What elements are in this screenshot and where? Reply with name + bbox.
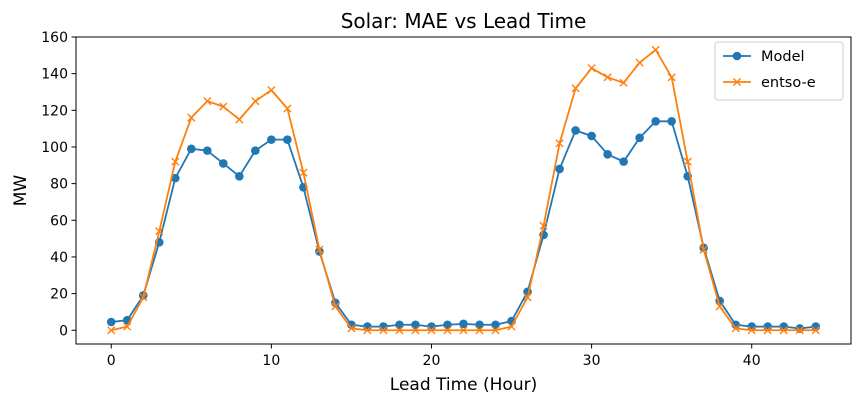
data-point-model bbox=[619, 157, 628, 166]
data-point-model bbox=[555, 164, 564, 174]
y-tick-label: 80 bbox=[50, 177, 68, 193]
data-point-model bbox=[667, 117, 676, 126]
y-tick-label: 100 bbox=[41, 140, 68, 156]
chart-title: Solar: MAE vs Lead Time bbox=[341, 9, 587, 33]
y-tick-label: 60 bbox=[50, 213, 68, 229]
x-tick-label: 30 bbox=[583, 353, 601, 369]
data-point-entso-e bbox=[331, 302, 340, 311]
data-point-entso-e bbox=[379, 326, 388, 335]
data-point-entso-e bbox=[731, 324, 740, 333]
data-point-entso-e bbox=[667, 73, 676, 82]
plot-area-frame bbox=[75, 36, 852, 345]
data-point-entso-e bbox=[187, 113, 196, 122]
data-point-model bbox=[251, 146, 260, 155]
y-tick-label: 20 bbox=[50, 287, 68, 303]
series-line-model bbox=[111, 120, 816, 330]
data-point-model bbox=[795, 324, 805, 333]
data-point-model bbox=[587, 131, 596, 141]
data-point-entso-e bbox=[475, 326, 484, 335]
data-point-model bbox=[203, 146, 212, 155]
data-point-entso-e bbox=[683, 157, 692, 166]
data-point-entso-e bbox=[123, 322, 132, 331]
data-point-model bbox=[443, 320, 452, 330]
data-point-entso-e bbox=[219, 102, 228, 111]
data-point-entso-e bbox=[267, 86, 276, 95]
data-point-entso-e bbox=[251, 97, 260, 106]
data-point-model bbox=[635, 133, 644, 143]
data-point-model bbox=[603, 150, 612, 159]
data-point-entso-e bbox=[603, 73, 612, 82]
axis-ticks: 0 10 20 30 40 0 20 40 60 80 100 120 140 160 bbox=[41, 30, 760, 369]
data-point-entso-e bbox=[747, 326, 756, 335]
x-tick-label: 0 bbox=[107, 353, 116, 369]
data-point-entso-e bbox=[427, 326, 436, 335]
series-entso-e bbox=[107, 45, 820, 335]
x-tick-label: 20 bbox=[423, 353, 441, 369]
data-point-model bbox=[571, 126, 580, 135]
data-point-entso-e bbox=[523, 293, 532, 302]
data-point-model bbox=[395, 320, 404, 330]
data-point-entso-e bbox=[795, 326, 804, 335]
data-point-entso-e bbox=[619, 78, 628, 87]
data-point-model bbox=[651, 117, 660, 126]
data-point-entso-e bbox=[539, 221, 548, 230]
x-tick-label: 10 bbox=[262, 353, 280, 369]
data-point-entso-e bbox=[811, 326, 820, 335]
data-point-entso-e bbox=[763, 326, 772, 335]
series-layer bbox=[106, 45, 821, 335]
data-point-entso-e bbox=[699, 245, 708, 254]
data-point-entso-e bbox=[635, 58, 644, 67]
data-point-entso-e bbox=[171, 157, 180, 166]
data-point-model bbox=[186, 144, 196, 154]
legend-label-entso-e: entso-e bbox=[761, 75, 816, 91]
y-axis-label: MW bbox=[11, 175, 31, 207]
data-point-model bbox=[475, 320, 484, 330]
y-tick-label: 140 bbox=[41, 67, 68, 83]
x-tick-label: 40 bbox=[743, 353, 761, 369]
y-tick-label: 160 bbox=[41, 30, 68, 46]
data-point-model bbox=[267, 135, 276, 144]
data-point-entso-e bbox=[283, 104, 292, 113]
data-point-entso-e bbox=[459, 326, 468, 335]
data-point-entso-e bbox=[411, 326, 420, 335]
data-point-model bbox=[170, 173, 180, 183]
legend-marker-model bbox=[732, 51, 742, 61]
data-point-entso-e bbox=[299, 168, 308, 177]
data-point-entso-e bbox=[571, 84, 580, 93]
x-axis-label: Lead Time (Hour) bbox=[390, 375, 537, 395]
data-point-entso-e bbox=[555, 139, 564, 148]
data-point-model bbox=[283, 135, 292, 144]
legend: Model entso-e bbox=[714, 41, 844, 101]
data-point-entso-e bbox=[507, 322, 516, 331]
data-point-entso-e bbox=[651, 45, 660, 54]
data-point-entso-e bbox=[395, 326, 404, 335]
data-point-entso-e bbox=[443, 326, 452, 335]
data-point-model bbox=[219, 159, 228, 168]
y-tick-label: 120 bbox=[41, 103, 68, 119]
data-point-entso-e bbox=[779, 326, 788, 335]
series-model bbox=[106, 117, 821, 333]
data-point-model bbox=[106, 317, 116, 327]
data-point-entso-e bbox=[347, 324, 356, 333]
y-tick-label: 0 bbox=[59, 323, 68, 339]
data-point-entso-e bbox=[715, 302, 724, 311]
data-point-entso-e bbox=[139, 293, 148, 302]
data-point-model bbox=[235, 171, 244, 181]
data-point-entso-e bbox=[363, 326, 372, 335]
series-line-entso-e bbox=[111, 48, 816, 332]
data-point-entso-e bbox=[315, 245, 324, 254]
legend-label-model: Model bbox=[761, 49, 805, 65]
data-point-model bbox=[459, 319, 468, 329]
legend-marker-entso-e bbox=[732, 77, 742, 87]
data-point-model bbox=[491, 320, 500, 330]
data-point-entso-e bbox=[155, 227, 164, 236]
data-point-entso-e bbox=[203, 97, 212, 106]
data-point-entso-e bbox=[235, 115, 244, 124]
data-point-entso-e bbox=[587, 64, 596, 73]
data-point-entso-e bbox=[491, 326, 500, 335]
data-point-entso-e bbox=[107, 326, 116, 335]
data-point-model bbox=[411, 320, 420, 330]
y-tick-label: 40 bbox=[50, 250, 68, 266]
